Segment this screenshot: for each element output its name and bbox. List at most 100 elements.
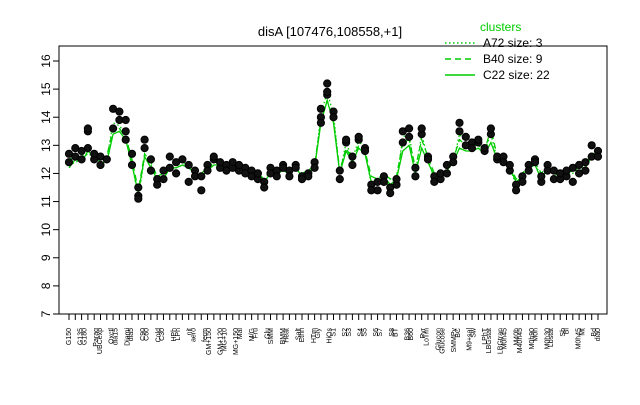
x-tick-label: HTm: [311, 328, 318, 343]
data-point: [304, 172, 313, 181]
x-tick-label: Pyr: [420, 327, 427, 338]
data-point: [64, 158, 74, 167]
x-tick-label: Mal: [237, 328, 244, 340]
x-tick-label: LPh: [175, 328, 182, 341]
x-tick-label: LPhT: [482, 327, 489, 344]
data-point: [335, 175, 344, 184]
data-point: [102, 155, 111, 164]
x-tick-label: BC: [455, 328, 462, 338]
data-point: [348, 152, 357, 161]
data-point: [524, 166, 533, 175]
x-tick-label: Mt: [579, 328, 586, 336]
data-point: [455, 118, 464, 127]
x-tick-label: B36: [404, 328, 411, 341]
x-tick-label: G150: [66, 328, 73, 345]
data-point: [203, 166, 212, 175]
x-tick-label: LBGstat: [486, 328, 493, 353]
x-tick-label: Paraq: [93, 328, 100, 347]
data-point: [335, 166, 344, 175]
data-point: [360, 146, 370, 156]
x-tick-label: dia0: [595, 328, 602, 341]
data-point: [165, 152, 174, 161]
data-point: [411, 163, 420, 172]
data-point: [417, 124, 426, 133]
x-tick-label: M0h30: [544, 328, 551, 350]
x-tick-label: S5: [361, 328, 368, 337]
data-point: [505, 160, 514, 170]
data-point: [512, 186, 521, 195]
data-point: [354, 132, 363, 141]
data-point: [461, 132, 470, 141]
data-point: [127, 149, 137, 158]
x-tick-label: S6: [373, 328, 380, 337]
data-point: [467, 144, 477, 153]
data-point: [165, 163, 174, 172]
data-points: [64, 79, 603, 203]
x-tick-label: M0h: [533, 328, 540, 342]
x-tick-label: Heat: [284, 328, 291, 343]
x-tick-label: Lbstat: [548, 328, 555, 347]
x-tick-label: HiOs: [327, 328, 334, 344]
data-point: [197, 172, 206, 181]
x-tick-label: Glu: [264, 328, 271, 339]
data-point: [480, 144, 489, 153]
x-tick-label: M40h45: [517, 328, 524, 353]
data-point: [121, 127, 130, 136]
x-tick-label: S8: [389, 328, 396, 337]
x-tick-label: S4: [358, 328, 365, 337]
data-point: [323, 87, 332, 97]
data-point: [291, 163, 300, 172]
x-tick-label: M0h45: [576, 328, 583, 350]
data-point: [405, 132, 414, 141]
data-point: [184, 177, 193, 186]
data-point: [134, 183, 143, 192]
data-point: [423, 155, 433, 164]
y-tick-label: 9: [39, 254, 53, 261]
y-tick-label: 10: [39, 223, 53, 237]
x-tick-label: Glucon: [435, 328, 442, 350]
x-tick-label: ferm: [202, 328, 209, 342]
y-tick-label: 8: [39, 282, 53, 289]
x-tick-label: Sb: [560, 328, 567, 337]
x-tick-label: HPh: [171, 328, 178, 342]
legend-entry: C22 size: 22: [483, 68, 550, 82]
x-tick-label: BT: [393, 327, 400, 337]
y-tick-label: 16: [39, 54, 53, 68]
data-point: [184, 160, 193, 170]
x-tick-label: LoTm: [424, 328, 431, 346]
data-point: [83, 124, 93, 133]
data-point: [486, 124, 495, 133]
data-point: [140, 135, 149, 144]
x-tick-label: GM+120: [218, 328, 225, 355]
data-point: [581, 158, 590, 167]
x-tick-label: Bd: [591, 328, 598, 337]
x-tick-label: Ethn: [299, 328, 306, 343]
data-point: [310, 163, 319, 172]
y-tick-label: 14: [39, 110, 53, 124]
x-tick-label: MG+150: [233, 328, 240, 355]
data-point: [77, 155, 86, 164]
data-point: [178, 155, 187, 164]
data-point: [115, 107, 124, 116]
x-tick-label: SMM: [268, 328, 275, 345]
x-tick-label: M40h: [513, 328, 520, 346]
data-point: [474, 135, 483, 144]
y-tick-label: 7: [39, 310, 53, 317]
y-tick-label: 12: [39, 166, 53, 180]
data-point: [587, 141, 596, 150]
data-point: [140, 144, 149, 153]
data-point: [379, 177, 388, 186]
data-point: [285, 172, 294, 181]
data-point: [121, 115, 130, 125]
data-point: [530, 158, 540, 167]
data-point: [127, 160, 137, 170]
data-point: [146, 155, 155, 164]
data-point: [134, 194, 143, 203]
data-point: [386, 189, 395, 198]
x-tick-label: M9+sal: [467, 328, 474, 351]
data-point: [581, 166, 590, 175]
data-point: [272, 172, 281, 181]
legend-title: clusters: [480, 20, 521, 34]
